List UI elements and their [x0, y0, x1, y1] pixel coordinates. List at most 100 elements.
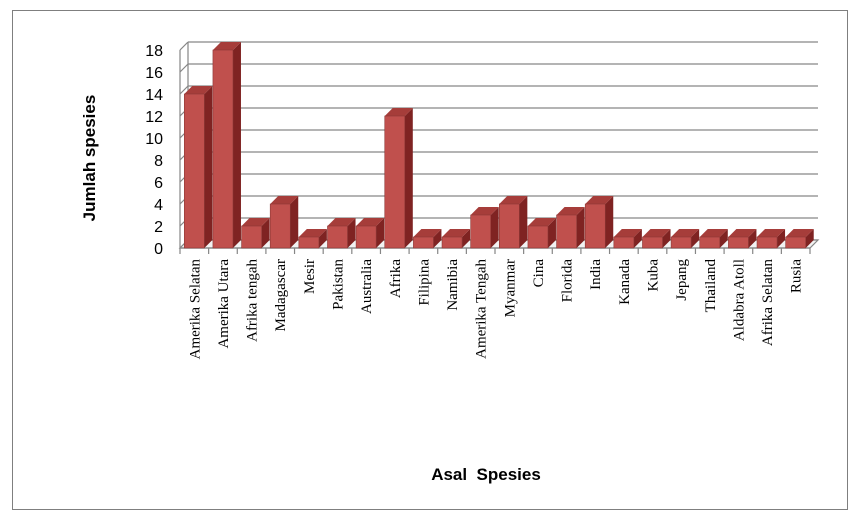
bar-top [499, 196, 528, 204]
bar-top [785, 229, 814, 237]
bar-side [347, 218, 356, 248]
bar-front [642, 236, 663, 249]
bar-front [355, 225, 377, 249]
bar-front [413, 236, 434, 249]
gridline-side [179, 63, 189, 73]
bar-side [404, 108, 413, 248]
bar-layer [183, 42, 814, 249]
x-tick-label: Kuba [646, 259, 662, 292]
bar-side [519, 196, 528, 248]
bar [728, 229, 757, 249]
bar-top [327, 218, 356, 226]
x-tick-label: Amerika Tengah [474, 259, 490, 359]
x-tick-label: Australia [359, 259, 375, 314]
bar-front [699, 236, 721, 249]
bar-top [413, 229, 442, 237]
y-tick-labels: 0 2 4 6 8 10 12 14 16 18 [145, 43, 163, 258]
x-tick-label: Amerika Selatan [187, 259, 203, 360]
bar-front [183, 93, 205, 249]
bar-top [699, 229, 728, 237]
bar [413, 229, 442, 249]
bar-front [441, 236, 463, 249]
bar-front [785, 236, 807, 249]
bar-side [547, 218, 556, 248]
bar-top [527, 218, 556, 226]
bar-side [433, 229, 442, 248]
bar [212, 42, 241, 249]
y-tick-label: 2 [154, 219, 163, 236]
bar [785, 229, 814, 249]
chart-frame: 0 2 4 6 8 10 12 14 16 18 Amerika Selatan Amerika U… [12, 10, 848, 510]
bar-top [757, 229, 786, 237]
bar [527, 218, 556, 249]
bar-top [613, 229, 642, 237]
x-tick-label: Amerika Utara [216, 259, 232, 349]
x-tick-label: Myanmar [502, 259, 518, 317]
x-tick-label: India [588, 259, 604, 290]
gridline-side [179, 85, 189, 95]
x-tick-label: Cina [531, 259, 547, 288]
y-tick-label: 18 [145, 43, 163, 60]
bar-side [318, 229, 327, 248]
bar-front [613, 236, 635, 249]
bar-top [212, 42, 241, 50]
x-tick-label: Namibia [445, 259, 461, 311]
x-axis-title: Asal Spesies [431, 465, 541, 484]
x-tick-label: Afrika tengah [245, 259, 261, 342]
bar-top [184, 86, 213, 94]
bar [613, 229, 642, 249]
y-tick-label: 4 [154, 197, 163, 214]
bar-chart: 0 2 4 6 8 10 12 14 16 18 Amerika Selatan Amerika U… [80, 41, 820, 484]
bar-front [584, 203, 606, 249]
y-tick-label: 8 [154, 153, 163, 170]
bar-top [728, 229, 757, 237]
bar-top [642, 229, 671, 237]
bar-front [670, 236, 692, 249]
bar-front [384, 115, 406, 249]
bar [327, 218, 356, 249]
bar [470, 207, 499, 249]
bar-side [719, 229, 728, 248]
x-tick-labels: Amerika Selatan Amerika Utara Afrika tenga… [187, 259, 804, 360]
x-tick-label: Afrika [388, 259, 404, 298]
y-tick-label: 0 [154, 241, 163, 258]
bar [498, 196, 528, 249]
x-tick-label: Florida [560, 259, 576, 303]
x-tick-label: Kanada [617, 259, 633, 305]
bar-top [556, 207, 585, 215]
bar-side [777, 229, 786, 248]
bar-side [232, 42, 241, 248]
bar [355, 218, 385, 249]
bar [384, 108, 413, 249]
bar-side [691, 229, 700, 248]
bar-side [462, 229, 471, 248]
x-tick-label: Mesir [302, 259, 318, 294]
bar-front [527, 225, 549, 249]
bar-top [298, 229, 327, 237]
bar [584, 196, 614, 249]
bar-top [671, 229, 700, 237]
bar-side [290, 196, 299, 248]
x-tick-label: Jepang [674, 259, 690, 301]
bar-side [204, 86, 213, 248]
y-tick-label: 12 [145, 109, 163, 126]
bar-side [261, 218, 270, 248]
bar-side [490, 207, 499, 248]
bar-side [662, 229, 671, 248]
bar [756, 229, 786, 249]
y-tick-label: 6 [154, 175, 163, 192]
bar-front [241, 225, 262, 249]
y-tick-label: 10 [145, 131, 163, 148]
y-tick-label: 16 [145, 65, 163, 82]
bar-top [442, 229, 471, 237]
y-tick-label: 14 [145, 87, 163, 104]
bar [642, 229, 671, 249]
bar-front [327, 225, 348, 249]
bar-top [356, 218, 385, 226]
bar-side [633, 229, 642, 248]
bar-front [728, 236, 749, 249]
bar [269, 196, 299, 249]
bar-front [212, 49, 234, 249]
bar-top [384, 108, 413, 116]
bar [699, 229, 728, 249]
